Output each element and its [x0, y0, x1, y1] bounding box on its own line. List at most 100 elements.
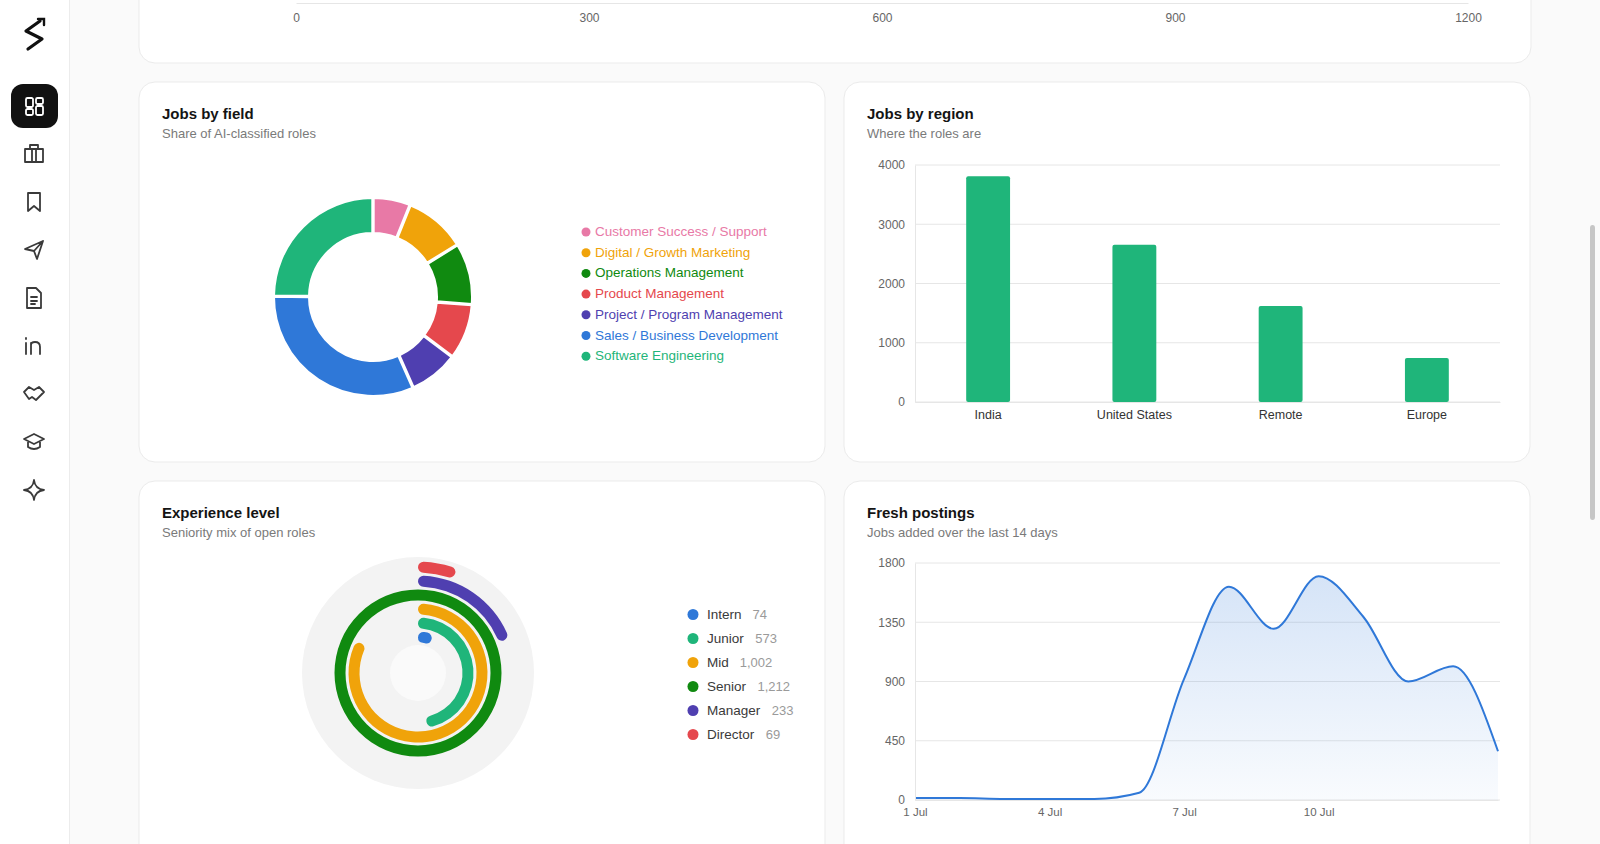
radial-bar: [335, 590, 502, 757]
chart-subtitle: Seniority mix of open roles: [162, 525, 316, 540]
legend-label: Project / Program Management: [595, 307, 783, 322]
legend-label: Digital / Growth Marketing: [595, 245, 750, 260]
legend-item: Digital / Growth Marketing: [582, 245, 751, 260]
legend-swatch: [582, 269, 591, 278]
legend-label: Customer Success / Support: [595, 224, 767, 239]
card-bg: [844, 82, 1530, 462]
legend-swatch: [582, 228, 591, 237]
tick-label: 300: [579, 11, 599, 25]
plot: [966, 176, 1449, 402]
legend-swatch: [688, 609, 699, 620]
nav-icon: [24, 387, 44, 400]
axis: 045090013501800: [878, 556, 915, 807]
bar: [1259, 306, 1303, 402]
tick: 4 Jul: [1038, 806, 1062, 818]
nav-jobs[interactable]: [25, 145, 43, 162]
bar: [966, 176, 1010, 402]
legend-item: Junior573: [688, 631, 777, 646]
tick-label: 0: [293, 11, 300, 25]
nav-active-bg: [11, 84, 58, 128]
tick-label: 1000: [878, 336, 905, 350]
legend-item: Software Engineering: [582, 348, 725, 363]
legend-label: Intern: [707, 607, 742, 622]
chart-subtitle: Where the roles are: [867, 126, 981, 141]
card: Experience levelSeniority mix of open ro…: [139, 481, 825, 844]
sidebar-border: [69, 0, 70, 844]
tick: Europe: [1407, 408, 1447, 422]
legend-item: Customer Success / Support: [582, 224, 768, 239]
plot: [915, 576, 1498, 800]
plot: [302, 557, 534, 789]
tick: United States: [1097, 408, 1172, 422]
bar: [1112, 245, 1156, 402]
slice: [428, 245, 472, 303]
axis-line: [915, 564, 916, 801]
tick: 300: [579, 11, 599, 25]
tick-label: 4000: [878, 158, 905, 172]
tick: India: [975, 408, 1002, 422]
chart-title: Jobs by field: [162, 105, 254, 122]
legend-swatch: [688, 681, 699, 692]
nav-icon: [28, 193, 40, 211]
axis-line: [916, 402, 1501, 403]
legend-item: Project / Program Management: [582, 307, 783, 322]
legend: Intern74Junior573Mid1,002Senior1,212Mana…: [688, 607, 794, 742]
legend-swatch: [582, 290, 591, 299]
tick: Remote: [1259, 408, 1303, 422]
nav-dashboard[interactable]: [11, 84, 58, 128]
nav-icon: [25, 241, 43, 259]
nav-applied[interactable]: [25, 241, 43, 259]
tick: 3000: [878, 218, 905, 232]
tick-label: 1350: [878, 616, 905, 630]
slice: [274, 198, 372, 296]
tick: 450: [885, 734, 905, 748]
tick: 900: [885, 675, 905, 689]
legend-label: Junior: [707, 631, 744, 646]
legend: Customer Success / Support Digital / Grow…: [582, 224, 783, 363]
legend-label: Operations Management: [595, 265, 744, 280]
nav-learning[interactable]: [24, 434, 44, 449]
nav-saved[interactable]: [28, 193, 40, 211]
grid: [915, 563, 1500, 800]
legend-swatch: [688, 705, 699, 716]
grid-line: [915, 165, 1500, 166]
grid: [915, 165, 1500, 402]
tick: 1200: [1455, 11, 1482, 25]
axis: 1 Jul4 Jul7 Jul10 Jul: [903, 801, 1498, 819]
legend-swatch: [582, 310, 591, 319]
logo-mark: [38, 19, 44, 25]
radial-bar: [349, 604, 488, 743]
tick: 4000: [878, 158, 905, 172]
nav-icon: [26, 338, 40, 354]
radial-bg: [302, 557, 534, 789]
line: [915, 576, 1498, 799]
nav-icon: [25, 145, 43, 162]
legend-label: Manager: [707, 703, 761, 718]
legend-swatch: [582, 331, 591, 340]
nav-linkedin[interactable]: [26, 338, 40, 354]
nav-documents[interactable]: [27, 288, 41, 308]
tick-label: 0: [898, 395, 905, 409]
nav-partners[interactable]: [24, 387, 44, 400]
tick-label: 4 Jul: [1038, 806, 1062, 818]
legend-label: Mid: [707, 655, 729, 670]
tick: 2000: [878, 277, 905, 291]
chart-subtitle: Jobs added over the last 14 days: [867, 525, 1058, 540]
legend-swatch: [582, 352, 591, 361]
nav-icon: [36, 98, 43, 104]
logo: [26, 19, 44, 49]
plot: [274, 198, 472, 396]
slice: [274, 297, 412, 396]
legend-item: Operations Management: [582, 265, 744, 280]
logo-mark: [26, 21, 42, 49]
card: Fresh postingsJobs added over the last 1…: [844, 481, 1530, 844]
legend-label: Senior: [707, 679, 747, 694]
nav-ai[interactable]: [24, 480, 44, 500]
axis: 0 1000 2000 3000 4000: [878, 158, 915, 409]
dashboard: 03006009001200Jobs by fieldShare of AI-c…: [0, 0, 1600, 844]
card-bg: [139, 0, 1531, 63]
legend-value: 69: [766, 727, 780, 742]
scrollbar-thumb: [1590, 225, 1595, 520]
tick-label: 1800: [878, 556, 905, 570]
axis: 03006009001200: [293, 4, 1482, 25]
